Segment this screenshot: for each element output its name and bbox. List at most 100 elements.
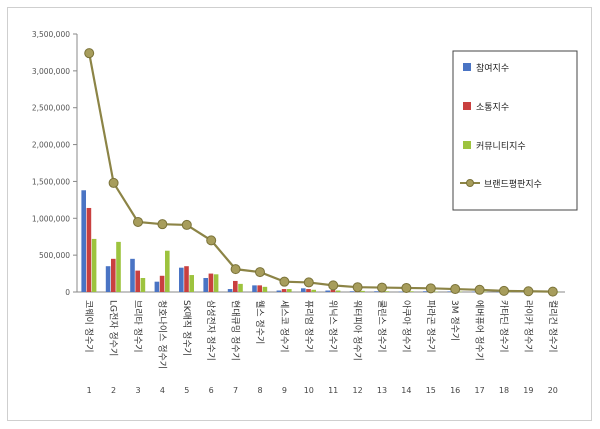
brand-reputation-line [84, 48, 558, 297]
line-point [547, 286, 558, 297]
x-tick-label: 3M 정수기 [449, 300, 460, 341]
bar [130, 258, 135, 292]
y-tick-label: 0 [65, 288, 70, 297]
bar [208, 273, 214, 292]
x-tick-label: 브리타 정수기 [132, 300, 143, 353]
line-point [84, 48, 95, 59]
bar [374, 291, 379, 292]
x-tick-label: 워터피아 정수기 [352, 300, 363, 361]
bar [287, 289, 292, 292]
bar [213, 274, 219, 292]
legend-swatch [463, 63, 471, 71]
x-index-label: 10 [304, 386, 314, 395]
y-tick-label: 3,500,000 [32, 30, 70, 39]
x-index-label: 18 [499, 386, 509, 395]
line-point [450, 284, 461, 295]
x-tick-label: 카타딘 정수기 [498, 300, 509, 353]
x-index-label: 16 [450, 386, 460, 395]
brand-reputation-chart: 0 500,000 1,000,000 1,500,000 2,000,000 2,500… [32, 30, 578, 395]
x-index-label: 3 [135, 386, 140, 395]
bar [154, 281, 160, 292]
line-point [303, 277, 314, 288]
bar [301, 288, 306, 292]
x-index-label: 14 [401, 386, 411, 395]
bar [325, 290, 330, 292]
line-point [474, 284, 485, 295]
bar [306, 289, 311, 292]
bar [91, 238, 97, 292]
bar [262, 286, 268, 292]
bar [203, 277, 208, 292]
line-point [279, 276, 290, 287]
bar [433, 291, 438, 293]
bar [86, 207, 92, 292]
bar [409, 291, 414, 292]
bar [189, 275, 194, 292]
bar [233, 280, 238, 292]
bar [423, 291, 428, 292]
x-tick-label: 파라곤 정수기 [425, 300, 436, 353]
line-point [401, 282, 412, 293]
x-index-label: 1 [87, 386, 92, 395]
bar [471, 291, 477, 293]
legend-label: 소통지수 [476, 102, 509, 113]
bars [81, 190, 560, 293]
bar [335, 290, 341, 292]
x-tick-label: 위닉스 정수기 [327, 300, 338, 353]
line-point [230, 264, 241, 275]
legend-swatch [463, 102, 471, 110]
bar [398, 291, 404, 293]
line-point [499, 285, 509, 296]
bar [179, 267, 184, 292]
bar [457, 291, 463, 293]
x-index-label: 17 [475, 386, 485, 395]
line-point [523, 286, 534, 297]
y-tick-label: 2,000,000 [32, 141, 70, 150]
bar [159, 275, 165, 292]
bar [81, 190, 86, 292]
bar [384, 291, 390, 292]
x-index-label: 12 [353, 386, 363, 395]
x-index-label: 5 [184, 386, 189, 395]
x-tick-label: 에버퓨어 정수기 [474, 300, 485, 361]
x-tick-label: 삼성전자 정수기 [205, 300, 216, 361]
legend-label: 브랜드평판지수 [484, 179, 542, 190]
line-point [328, 280, 339, 291]
line-point [108, 177, 119, 188]
line-point [206, 235, 217, 246]
legend-swatch [463, 141, 471, 149]
x-index-label: 8 [257, 386, 262, 395]
bar [281, 289, 287, 292]
x-axis-labels: 코웨이 정수기 1 LG전자 정수기 2 브리타 정수기 3 청호나이스 정수기 4 SK매직 … [83, 300, 558, 395]
bar [238, 283, 243, 292]
bar [116, 241, 121, 292]
line-point [377, 282, 387, 293]
line-point [133, 216, 143, 227]
legend-label: 커뮤니티지수 [476, 141, 526, 152]
x-tick-label: 청호나이스 정수기 [156, 300, 167, 369]
x-index-label: 4 [160, 386, 165, 395]
y-tick-label: 3,000,000 [32, 67, 70, 76]
line-point [181, 219, 192, 230]
bar [111, 258, 116, 292]
x-tick-label: SK매직 정수기 [181, 300, 192, 356]
line-point [352, 282, 363, 293]
x-tick-label: 아쿠아 정수기 [400, 300, 411, 353]
bar [330, 289, 336, 292]
x-tick-label: 코웨이 정수기 [83, 300, 95, 353]
legend-label: 참여지수 [476, 62, 509, 74]
line-point [425, 283, 436, 294]
bar [311, 289, 316, 292]
bar [257, 285, 262, 292]
x-index-label: 2 [111, 386, 116, 395]
bar [184, 266, 189, 292]
bar [135, 270, 140, 292]
x-tick-label: 웰스 정수기 [254, 300, 265, 344]
bar [447, 291, 452, 292]
x-index-label: 6 [209, 386, 214, 395]
y-tick-label: 1,500,000 [32, 177, 70, 186]
x-index-label: 9 [282, 386, 287, 395]
y-tick-label: 2,500,000 [32, 104, 70, 113]
x-tick-label: 컬리건 정수기 [547, 300, 558, 353]
